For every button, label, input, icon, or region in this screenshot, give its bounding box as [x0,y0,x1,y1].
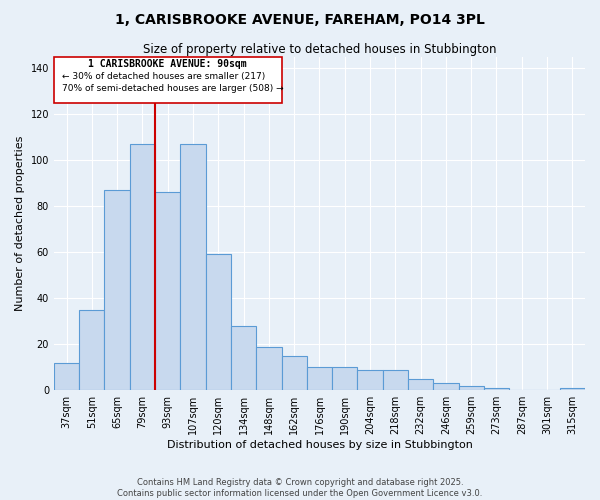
Text: 1 CARISBROOKE AVENUE: 90sqm: 1 CARISBROOKE AVENUE: 90sqm [88,59,247,69]
Bar [332,367,358,390]
Bar [79,310,104,390]
Bar [358,370,383,390]
Bar [458,386,484,390]
Bar [307,367,332,390]
Bar [281,356,307,390]
FancyBboxPatch shape [54,56,281,102]
Text: ← 30% of detached houses are smaller (217): ← 30% of detached houses are smaller (21… [62,72,265,80]
Bar [433,384,458,390]
Bar [484,388,509,390]
Bar [231,326,256,390]
Bar [181,144,206,390]
Bar [104,190,130,390]
Bar [206,254,231,390]
Bar [383,370,408,390]
Bar [155,192,181,390]
Title: Size of property relative to detached houses in Stubbington: Size of property relative to detached ho… [143,42,496,56]
Text: Contains HM Land Registry data © Crown copyright and database right 2025.
Contai: Contains HM Land Registry data © Crown c… [118,478,482,498]
Bar [560,388,585,390]
X-axis label: Distribution of detached houses by size in Stubbington: Distribution of detached houses by size … [167,440,472,450]
Bar [54,362,79,390]
Text: 70% of semi-detached houses are larger (508) →: 70% of semi-detached houses are larger (… [62,84,283,94]
Bar [130,144,155,390]
Y-axis label: Number of detached properties: Number of detached properties [15,136,25,311]
Bar [408,378,433,390]
Text: 1, CARISBROOKE AVENUE, FAREHAM, PO14 3PL: 1, CARISBROOKE AVENUE, FAREHAM, PO14 3PL [115,12,485,26]
Bar [256,346,281,390]
